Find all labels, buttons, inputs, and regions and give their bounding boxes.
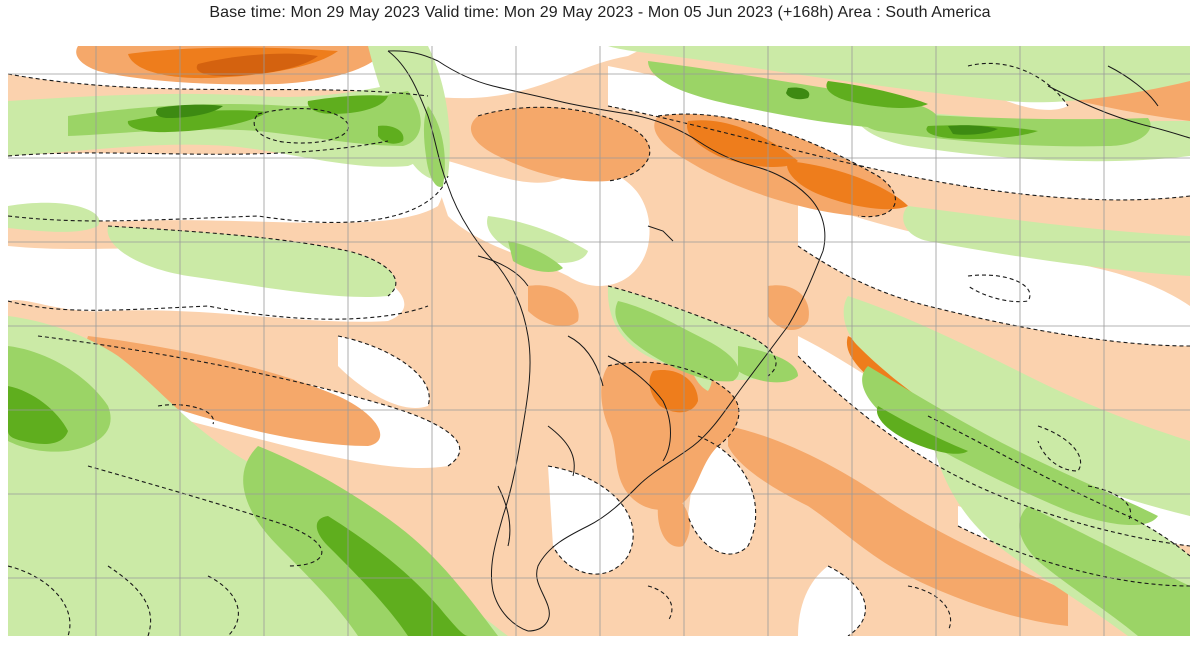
coastlines xyxy=(387,50,1190,632)
dashed-contours xyxy=(8,62,1190,636)
forecast-map xyxy=(8,46,1190,636)
map-title: Base time: Mon 29 May 2023 Valid time: M… xyxy=(209,4,991,21)
grid-lines xyxy=(8,46,1190,636)
anomaly-map-svg xyxy=(8,46,1190,636)
very-strong-negative-regions xyxy=(196,53,318,76)
very-strong-positive-regions xyxy=(156,87,998,135)
